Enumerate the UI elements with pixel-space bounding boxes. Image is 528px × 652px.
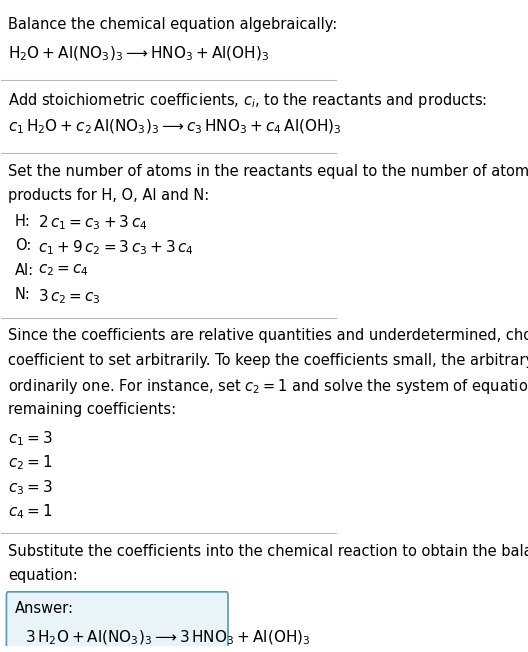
- Text: $3\,c_2 = c_3$: $3\,c_2 = c_3$: [39, 288, 101, 306]
- Text: $3\,\mathrm{H_2O} + \mathrm{Al(NO_3)_3} \longrightarrow 3\,\mathrm{HNO_3} + \mat: $3\,\mathrm{H_2O} + \mathrm{Al(NO_3)_3} …: [25, 629, 310, 647]
- Text: $c_2 = 1$: $c_2 = 1$: [8, 453, 53, 472]
- Text: Set the number of atoms in the reactants equal to the number of atoms in the: Set the number of atoms in the reactants…: [8, 164, 528, 179]
- Text: Substitute the coefficients into the chemical reaction to obtain the balanced: Substitute the coefficients into the che…: [8, 544, 528, 559]
- Text: $c_3 = 3$: $c_3 = 3$: [8, 478, 53, 497]
- Text: Answer:: Answer:: [15, 602, 74, 617]
- Text: $c_1 = 3$: $c_1 = 3$: [8, 429, 53, 448]
- Text: N:: N:: [15, 288, 31, 303]
- Text: equation:: equation:: [8, 568, 78, 583]
- Text: remaining coefficients:: remaining coefficients:: [8, 402, 176, 417]
- Text: Al:: Al:: [15, 263, 34, 278]
- Text: Since the coefficients are relative quantities and underdetermined, choose a: Since the coefficients are relative quan…: [8, 329, 528, 344]
- Text: Add stoichiometric coefficients, $c_i$, to the reactants and products:: Add stoichiometric coefficients, $c_i$, …: [8, 91, 487, 110]
- Text: O:: O:: [15, 238, 31, 253]
- Text: ordinarily one. For instance, set $c_2 = 1$ and solve the system of equations fo: ordinarily one. For instance, set $c_2 =…: [8, 378, 528, 396]
- Text: $c_1 + 9\,c_2 = 3\,c_3 + 3\,c_4$: $c_1 + 9\,c_2 = 3\,c_3 + 3\,c_4$: [39, 238, 194, 257]
- Text: $2\,c_1 = c_3 + 3\,c_4$: $2\,c_1 = c_3 + 3\,c_4$: [39, 214, 148, 233]
- Text: products for H, O, Al and N:: products for H, O, Al and N:: [8, 188, 210, 203]
- FancyBboxPatch shape: [6, 592, 228, 652]
- Text: $c_2 = c_4$: $c_2 = c_4$: [39, 263, 89, 278]
- Text: coefficient to set arbitrarily. To keep the coefficients small, the arbitrary va: coefficient to set arbitrarily. To keep …: [8, 353, 528, 368]
- Text: Balance the chemical equation algebraically:: Balance the chemical equation algebraica…: [8, 18, 337, 33]
- Text: H:: H:: [15, 214, 31, 229]
- Text: $c_4 = 1$: $c_4 = 1$: [8, 503, 53, 521]
- Text: $c_1\, \mathrm{H_2O} + c_2\, \mathrm{Al(NO_3)_3} \longrightarrow c_3\, \mathrm{H: $c_1\, \mathrm{H_2O} + c_2\, \mathrm{Al(…: [8, 117, 342, 136]
- Text: $\mathrm{H_2O + Al(NO_3)_3 \longrightarrow HNO_3 + Al(OH)_3}$: $\mathrm{H_2O + Al(NO_3)_3 \longrightarr…: [8, 44, 269, 63]
